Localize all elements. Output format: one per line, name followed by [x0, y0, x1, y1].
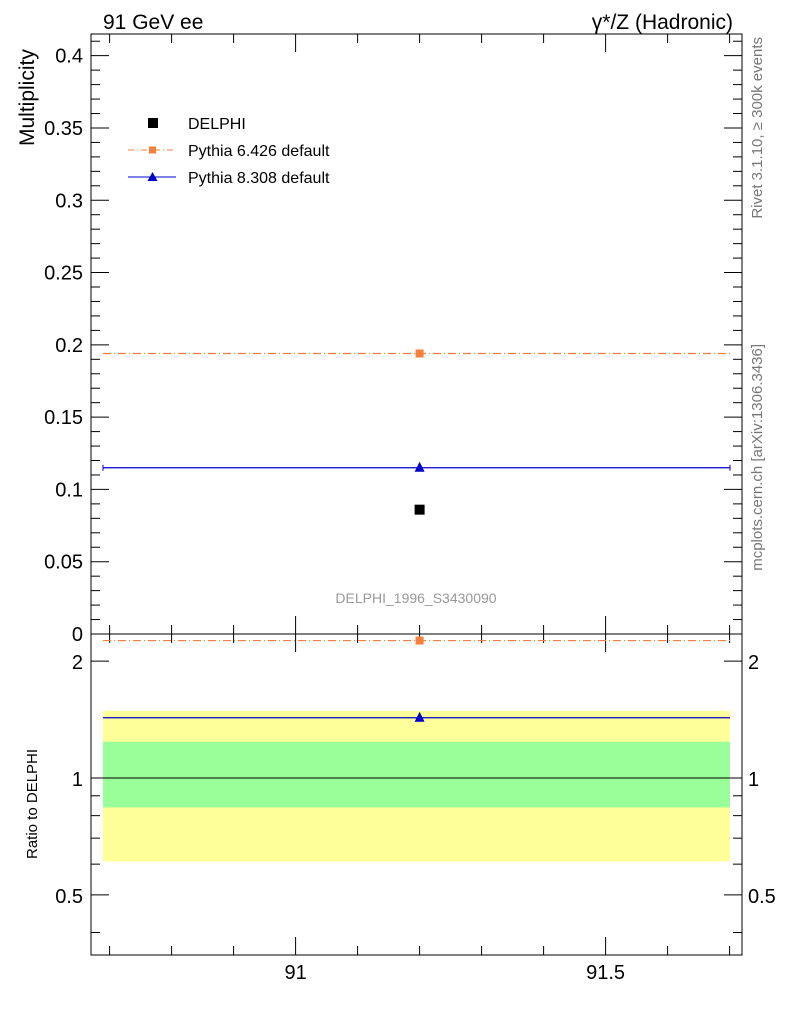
x-tick-label: 91.5: [586, 962, 625, 984]
legend-marker-pythia6: [149, 146, 156, 154]
ratio-y-tick-label: 1: [72, 769, 83, 791]
ratio-y-tick-label-right: 1: [748, 769, 759, 791]
ratio-y-axis-label: Ratio to DELPHI: [24, 749, 41, 859]
ratio-band-inner: [103, 741, 730, 808]
ratio-pythia8-point: [414, 711, 425, 722]
ratio-panel: 0.5 0.5 1 1 2 2 91 91.5: [55, 633, 776, 984]
main-y-tick-label: 0.4: [55, 46, 83, 68]
x-tick-label: 91: [284, 962, 306, 984]
main-y-tick-label: 0.25: [44, 263, 83, 285]
source-label: mcplots.cern.ch [arXiv:1306.3436]: [749, 344, 766, 571]
main-y-tick-label: 0.1: [55, 479, 83, 501]
energy-label: 91 GeV ee: [103, 11, 203, 34]
pythia8-point: [414, 461, 425, 472]
analysis-id-label: DELPHI_1996_S3430090: [335, 590, 496, 606]
main-y-tick-label: 0.2: [55, 335, 83, 357]
ratio-y-tick-label-right: 2: [748, 652, 759, 674]
legend: DELPHI Pythia 6.426 default Pythia 8.308…: [128, 116, 330, 187]
rivet-version-label: Rivet 3.1.10, ≥ 300k events: [749, 37, 766, 219]
ratio-y-tick-label: 2: [72, 652, 83, 674]
ratio-frame: [90, 633, 743, 956]
legend-label-pythia8: Pythia 8.308 default: [188, 170, 330, 187]
legend-marker-pythia8: [147, 172, 158, 181]
pythia6-point: [415, 349, 424, 358]
delphi-data-point: [414, 504, 425, 515]
legend-marker-delphi: [148, 118, 158, 128]
main-y-tick-label: 0.15: [44, 407, 83, 429]
ratio-pythia6-point: [415, 636, 424, 645]
legend-label-delphi: DELPHI: [188, 116, 246, 133]
main-y-tick-label: 0.05: [44, 552, 83, 574]
main-panel: 0 0.05 0.1 0.15 0.2 0.25 0.3 0.35 0.4: [44, 33, 743, 646]
ratio-y-tick-label: 0.5: [55, 886, 83, 908]
main-y-tick-label: 0.35: [44, 118, 83, 140]
main-y-tick-label: 0: [72, 624, 83, 646]
process-label: γ*/Z (Hadronic): [592, 11, 733, 34]
main-y-axis-label: Multiplicity: [16, 49, 39, 146]
ratio-y-tick-label-right: 0.5: [748, 886, 776, 908]
legend-label-pythia6: Pythia 6.426 default: [188, 143, 330, 160]
main-y-tick-label: 0.3: [55, 190, 83, 212]
